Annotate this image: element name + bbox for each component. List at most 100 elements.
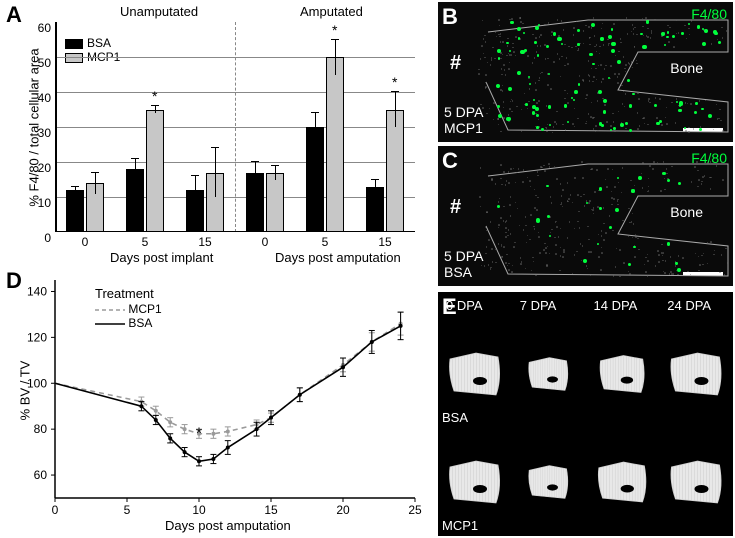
panel-a-ytick: 40 bbox=[38, 91, 55, 105]
f480-dot bbox=[532, 111, 535, 114]
f480-dot bbox=[553, 32, 557, 36]
f480-dot bbox=[646, 20, 649, 23]
panel-e-bone bbox=[586, 428, 660, 536]
panel-a-legend: BSA MCP1 bbox=[65, 36, 120, 64]
svg-text:80: 80 bbox=[34, 422, 48, 436]
f480-dot bbox=[538, 24, 540, 26]
svg-text:15: 15 bbox=[264, 503, 278, 517]
panel-a-ytick: 50 bbox=[38, 56, 55, 70]
panel-c: C F4/80 # 5 DPA BSA Bone bbox=[438, 146, 733, 286]
f480-dot bbox=[610, 129, 612, 131]
panel-d-legend: MCP1 BSA bbox=[95, 302, 162, 330]
panel-b: B F4/80 # 5 DPA MCP1 Bone bbox=[438, 2, 733, 142]
f480-dot bbox=[525, 103, 528, 106]
f480-dot bbox=[574, 90, 578, 94]
panel-d-chart: 60801001201400510152025* Treatment MCP1 … bbox=[55, 280, 415, 498]
f480-dot bbox=[591, 23, 595, 27]
panel-a-gridline bbox=[55, 57, 415, 58]
panel-a-xtick: 15 bbox=[198, 232, 211, 249]
panel-d: D % BV / TV 60801001201400510152025* Tre… bbox=[0, 268, 430, 538]
f480-dot bbox=[535, 107, 539, 111]
panel-e-bone bbox=[659, 428, 733, 536]
f480-dot bbox=[617, 177, 619, 179]
f480-dot bbox=[611, 28, 613, 30]
f480-dot bbox=[546, 185, 548, 187]
f480-dot bbox=[701, 108, 703, 110]
f480-dot bbox=[537, 54, 539, 56]
f480-dot bbox=[631, 189, 634, 192]
f480-dot bbox=[510, 21, 513, 24]
f480-dot bbox=[536, 218, 540, 222]
panel-a-bar bbox=[66, 190, 84, 232]
f480-dot bbox=[548, 105, 552, 109]
panel-a-bar bbox=[146, 110, 164, 233]
f480-dot bbox=[496, 84, 500, 88]
f480-dot bbox=[609, 226, 612, 229]
panel-d-legend-title: Treatment bbox=[95, 286, 154, 301]
f480-dot bbox=[577, 43, 580, 46]
panel-a: A Unamputated Amputated % F4/80 / total … bbox=[0, 0, 430, 268]
panel-a-xtick: 15 bbox=[378, 232, 391, 249]
panel-a-gridline bbox=[55, 162, 415, 163]
f480-dot bbox=[667, 242, 670, 245]
panel-e-col-label: 14 DPA bbox=[594, 298, 638, 313]
panel-a-chart: BSA MCP1 0102030405060***05150515 bbox=[55, 22, 415, 232]
panel-a-star: * bbox=[332, 22, 337, 38]
svg-text:20: 20 bbox=[336, 503, 350, 517]
panel-a-bar bbox=[306, 127, 324, 232]
f480-dot bbox=[536, 126, 539, 129]
panel-e-col-label: 0 DPA bbox=[446, 298, 483, 313]
panel-a-bar bbox=[326, 57, 344, 232]
f480-dot bbox=[681, 32, 684, 35]
f480-dot bbox=[642, 45, 646, 49]
panel-a-star: * bbox=[392, 74, 397, 90]
f480-dot bbox=[662, 172, 666, 176]
panel-a-gridline bbox=[55, 197, 415, 198]
panel-a-star: * bbox=[152, 88, 157, 104]
f480-dot bbox=[541, 128, 544, 131]
panel-d-line bbox=[55, 324, 401, 434]
svg-text:5: 5 bbox=[124, 503, 131, 517]
f480-dot bbox=[632, 93, 634, 95]
f480-dot bbox=[518, 37, 520, 39]
panel-a-ytick: 60 bbox=[38, 21, 55, 35]
panel-e-bone bbox=[659, 320, 733, 428]
legend-label-bsa: BSA bbox=[87, 36, 111, 50]
f480-dot bbox=[695, 102, 698, 105]
svg-text:25: 25 bbox=[408, 503, 422, 517]
f480-dot bbox=[573, 99, 575, 101]
f480-dot bbox=[702, 42, 706, 46]
svg-text:140: 140 bbox=[27, 284, 47, 298]
f480-dot bbox=[498, 57, 500, 59]
panel-d-xlabel: Days post amputation bbox=[165, 518, 291, 533]
panel-a-xlabel-left: Days post implant bbox=[110, 250, 213, 265]
panel-a-xtick: 0 bbox=[262, 232, 269, 249]
panel-e-bone bbox=[586, 320, 660, 428]
f480-dot bbox=[549, 235, 551, 237]
panel-e-bone bbox=[512, 320, 586, 428]
f480-dot bbox=[667, 179, 670, 182]
panel-e-col-label: 24 DPA bbox=[667, 298, 711, 313]
panel-a-xtick: 0 bbox=[82, 232, 89, 249]
f480-dot bbox=[603, 110, 606, 113]
panel-d-legend-mcp1: MCP1 bbox=[128, 302, 161, 316]
panel-a-header-left: Unamputated bbox=[120, 4, 198, 19]
f480-dot bbox=[557, 37, 561, 41]
f480-dot bbox=[589, 53, 593, 57]
f480-dot bbox=[672, 35, 675, 38]
panel-a-ytick: 30 bbox=[38, 126, 55, 140]
f480-dot bbox=[561, 43, 563, 45]
panel-a-label: A bbox=[6, 2, 22, 28]
f480-dot bbox=[533, 99, 535, 101]
f480-dot bbox=[638, 176, 642, 180]
f480-dot bbox=[661, 32, 665, 36]
f480-dot bbox=[675, 262, 677, 264]
panel-e-bone bbox=[512, 428, 586, 536]
svg-text:10: 10 bbox=[192, 503, 206, 517]
f480-dot bbox=[611, 49, 615, 53]
panel-e: E 0 DPA7 DPA14 DPA24 DPABSAMCP1 bbox=[438, 292, 733, 536]
f480-dot bbox=[656, 122, 659, 125]
panel-a-gridline bbox=[55, 127, 415, 128]
panel-a-gridline bbox=[55, 92, 415, 93]
svg-text:100: 100 bbox=[27, 376, 47, 390]
